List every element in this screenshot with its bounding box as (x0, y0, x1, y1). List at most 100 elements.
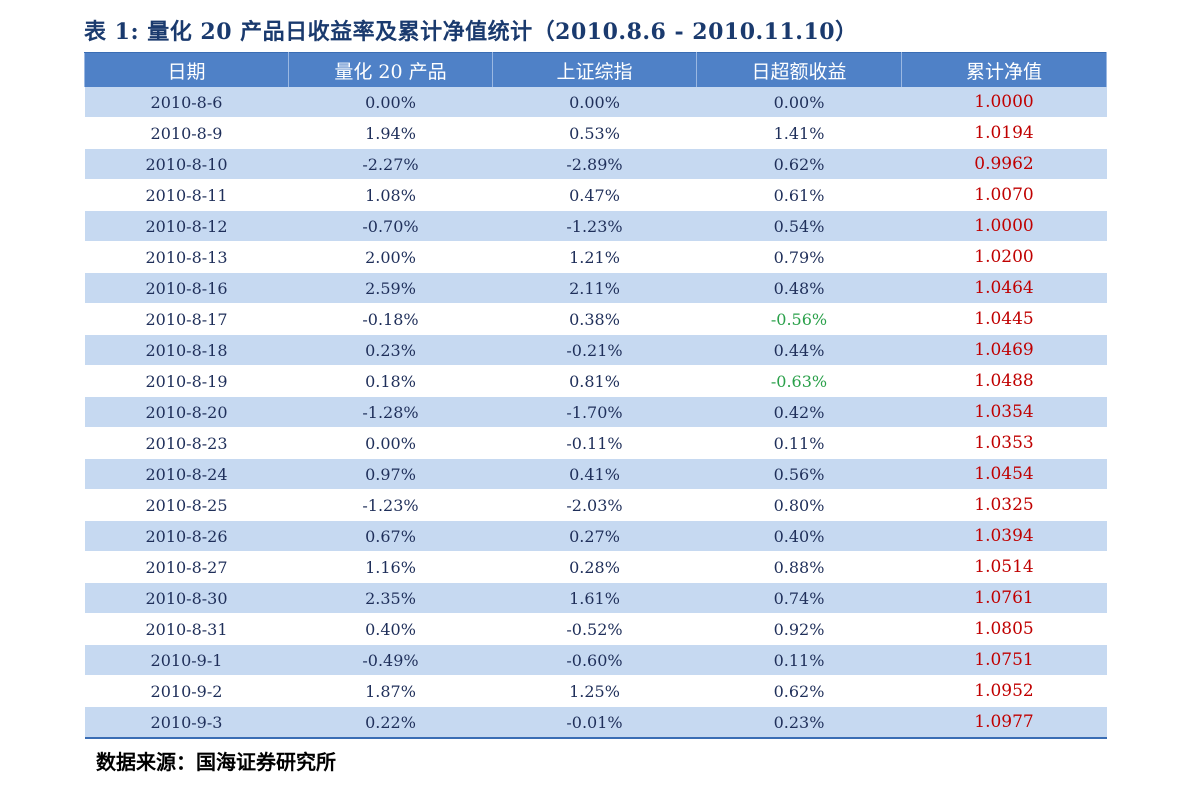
header-quant20-return: 量化 20 产品 (288, 52, 493, 87)
cell-excess-return: 0.00% (696, 87, 902, 118)
cell-sse-return: 1.25% (492, 675, 697, 707)
cell-quant20-return: 1.08% (288, 179, 493, 211)
cell-quant20-return: -0.49% (288, 644, 493, 676)
cell-date: 2010-8-17 (84, 303, 289, 335)
cell-sse-return: -1.70% (492, 396, 697, 428)
cell-excess-return: 0.11% (696, 427, 902, 459)
cell-cumulative-nav: 1.0445 (901, 303, 1107, 335)
cell-cumulative-nav: 1.0454 (901, 458, 1107, 490)
cell-sse-return: 0.53% (492, 117, 697, 149)
cell-date: 2010-8-27 (84, 551, 289, 583)
cell-date: 2010-9-2 (84, 675, 289, 707)
cell-sse-return: 0.00% (492, 87, 697, 118)
table-row: 2010-9-3 0.22% -0.01% 0.23% 1.0977 (84, 706, 1107, 739)
cell-quant20-return: -0.18% (288, 303, 493, 335)
data-source-note: 数据来源：国海证券研究所 (96, 750, 336, 774)
table-row: 2010-8-30 2.35% 1.61% 0.74% 1.0761 (84, 582, 1107, 614)
table-row: 2010-8-12 -0.70% -1.23% 0.54% 1.0000 (84, 210, 1107, 242)
cell-sse-return: 2.11% (492, 272, 697, 304)
cell-date: 2010-8-6 (84, 87, 289, 118)
cell-quant20-return: 0.23% (288, 334, 493, 366)
cell-quant20-return: 0.67% (288, 520, 493, 552)
cell-quant20-return: 1.87% (288, 675, 493, 707)
table-row: 2010-9-1 -0.49% -0.60% 0.11% 1.0751 (84, 644, 1107, 676)
table-row: 2010-9-2 1.87% 1.25% 0.62% 1.0952 (84, 675, 1107, 707)
cell-cumulative-nav: 1.0070 (901, 179, 1107, 211)
cell-quant20-return: -1.23% (288, 489, 493, 521)
cell-date: 2010-8-19 (84, 365, 289, 397)
cell-cumulative-nav: 1.0325 (901, 489, 1107, 521)
cell-sse-return: 0.28% (492, 551, 697, 583)
cell-cumulative-nav: 1.0952 (901, 675, 1107, 707)
table-row: 2010-8-10 -2.27% -2.89% 0.62% 0.9962 (84, 148, 1107, 180)
cell-quant20-return: 0.00% (288, 87, 493, 118)
cell-excess-return: -0.56% (696, 303, 902, 335)
cell-excess-return: 0.11% (696, 644, 902, 676)
table-header-row: 日期 量化 20 产品 上证综指 日超额收益 累计净值 (84, 52, 1107, 87)
table-row: 2010-8-23 0.00% -0.11% 0.11% 1.0353 (84, 427, 1107, 459)
cell-quant20-return: 0.18% (288, 365, 493, 397)
cell-cumulative-nav: 1.0464 (901, 272, 1107, 304)
cell-date: 2010-8-9 (84, 117, 289, 149)
nav-statistics-table: 日期 量化 20 产品 上证综指 日超额收益 累计净值 2010-8-6 0.00… (84, 52, 1107, 739)
cell-cumulative-nav: 1.0353 (901, 427, 1107, 459)
cell-excess-return: 0.40% (696, 520, 902, 552)
table-caption: 表 1: 量化 20 产品日收益率及累计净值统计（2010.8.6 - 2010… (84, 19, 858, 45)
header-sse-index: 上证综指 (492, 52, 697, 87)
cell-excess-return: 0.48% (696, 272, 902, 304)
cell-date: 2010-8-16 (84, 272, 289, 304)
cell-excess-return: 0.80% (696, 489, 902, 521)
table-row: 2010-8-20 -1.28% -1.70% 0.42% 1.0354 (84, 396, 1107, 428)
table-row: 2010-8-27 1.16% 0.28% 0.88% 1.0514 (84, 551, 1107, 583)
cell-date: 2010-9-3 (84, 706, 289, 739)
cell-sse-return: -2.03% (492, 489, 697, 521)
header-date: 日期 (84, 52, 289, 87)
cell-excess-return: 0.23% (696, 706, 902, 739)
cell-sse-return: -0.52% (492, 613, 697, 645)
cell-quant20-return: -0.70% (288, 210, 493, 242)
cell-cumulative-nav: 1.0514 (901, 551, 1107, 583)
cell-cumulative-nav: 0.9962 (901, 148, 1107, 180)
table-row: 2010-8-26 0.67% 0.27% 0.40% 1.0394 (84, 520, 1107, 552)
cell-quant20-return: 2.35% (288, 582, 493, 614)
cell-sse-return: 0.81% (492, 365, 697, 397)
cell-excess-return: -0.63% (696, 365, 902, 397)
cell-quant20-return: 2.59% (288, 272, 493, 304)
cell-quant20-return: 1.16% (288, 551, 493, 583)
cell-cumulative-nav: 1.0194 (901, 117, 1107, 149)
cell-sse-return: -0.21% (492, 334, 697, 366)
cell-date: 2010-8-10 (84, 148, 289, 180)
cell-cumulative-nav: 1.0000 (901, 210, 1107, 242)
cell-excess-return: 0.54% (696, 210, 902, 242)
cell-quant20-return: 1.94% (288, 117, 493, 149)
cell-cumulative-nav: 1.0761 (901, 582, 1107, 614)
cell-quant20-return: 0.00% (288, 427, 493, 459)
cell-excess-return: 0.92% (696, 613, 902, 645)
cell-sse-return: -0.11% (492, 427, 697, 459)
cell-sse-return: -0.01% (492, 706, 697, 739)
cell-date: 2010-8-11 (84, 179, 289, 211)
cell-cumulative-nav: 1.0488 (901, 365, 1107, 397)
cell-excess-return: 0.56% (696, 458, 902, 490)
table-body: 2010-8-6 0.00% 0.00% 0.00% 1.0000 2010-8-9 1.9… (84, 87, 1107, 739)
cell-sse-return: -2.89% (492, 148, 697, 180)
cell-sse-return: -0.60% (492, 644, 697, 676)
cell-date: 2010-8-20 (84, 396, 289, 428)
cell-sse-return: 1.21% (492, 241, 697, 273)
cell-excess-return: 1.41% (696, 117, 902, 149)
cell-quant20-return: 0.97% (288, 458, 493, 490)
cell-quant20-return: 0.22% (288, 706, 493, 739)
cell-sse-return: 0.38% (492, 303, 697, 335)
cell-excess-return: 0.61% (696, 179, 902, 211)
cell-excess-return: 0.62% (696, 148, 902, 180)
cell-cumulative-nav: 1.0469 (901, 334, 1107, 366)
table-row: 2010-8-31 0.40% -0.52% 0.92% 1.0805 (84, 613, 1107, 645)
cell-cumulative-nav: 1.0200 (901, 241, 1107, 273)
cell-excess-return: 0.42% (696, 396, 902, 428)
table-row: 2010-8-9 1.94% 0.53% 1.41% 1.0194 (84, 117, 1107, 149)
table-row: 2010-8-24 0.97% 0.41% 0.56% 1.0454 (84, 458, 1107, 490)
table-row: 2010-8-13 2.00% 1.21% 0.79% 1.0200 (84, 241, 1107, 273)
cell-quant20-return: -2.27% (288, 148, 493, 180)
cell-cumulative-nav: 1.0751 (901, 644, 1107, 676)
table-row: 2010-8-16 2.59% 2.11% 0.48% 1.0464 (84, 272, 1107, 304)
